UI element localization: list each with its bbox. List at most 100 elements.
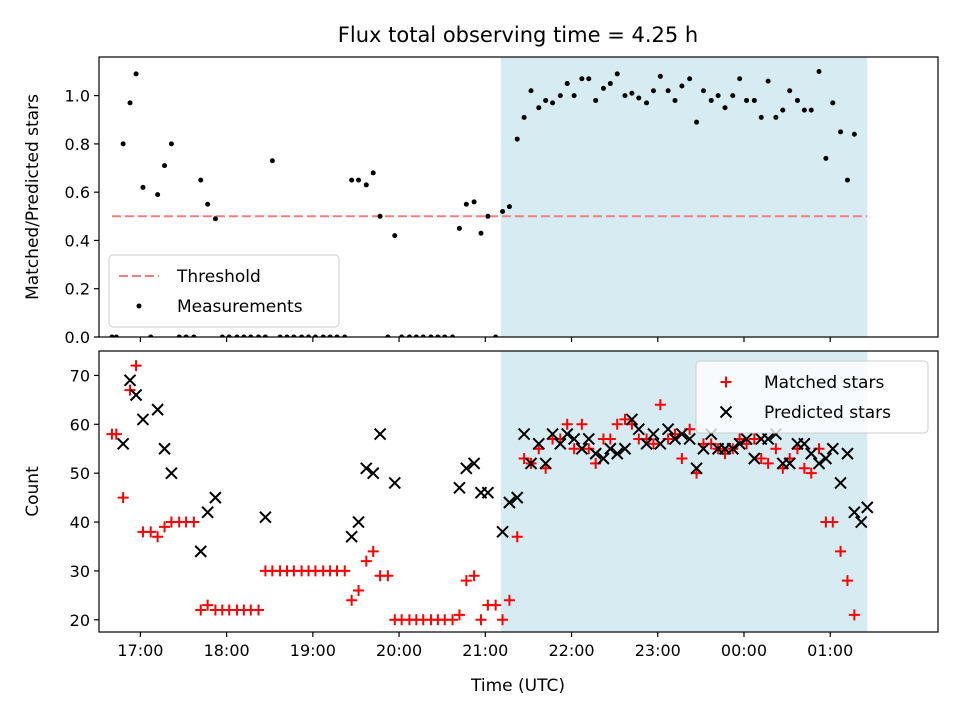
data-point	[600, 85, 606, 91]
plot-area	[109, 57, 868, 337]
data-point	[467, 457, 481, 470]
data-point	[406, 334, 412, 337]
data-point	[277, 334, 283, 337]
data-point	[453, 609, 465, 621]
data-point	[665, 88, 671, 94]
data-point	[468, 570, 480, 582]
data-point	[851, 131, 857, 137]
data-point	[493, 334, 499, 337]
data-point	[586, 76, 592, 82]
data-point	[567, 432, 581, 446]
x-tick-label: 21:00	[462, 641, 508, 660]
data-point	[597, 452, 610, 465]
data-point	[808, 107, 814, 113]
data-point	[805, 447, 818, 460]
data-point	[262, 334, 268, 337]
data-point	[708, 97, 714, 103]
data-point	[511, 531, 523, 543]
data-point	[453, 481, 466, 495]
data-point	[110, 428, 122, 440]
data-point	[360, 555, 372, 567]
data-point	[399, 334, 405, 337]
data-point	[127, 100, 133, 106]
data-point	[737, 76, 743, 82]
data-point	[798, 437, 811, 451]
legend-label: Measurements	[177, 297, 303, 317]
data-point	[382, 570, 394, 582]
data-point	[327, 334, 333, 337]
y-tick-label: 0.2	[65, 280, 90, 299]
data-point	[827, 516, 839, 528]
data-point	[835, 545, 847, 557]
data-point	[385, 334, 391, 337]
chart-title: Flux total observing time = 4.25 h	[338, 23, 698, 47]
data-point	[730, 93, 736, 99]
x-tick-label: 22:00	[548, 641, 594, 660]
data-point	[435, 334, 441, 337]
data-point	[506, 204, 512, 210]
data-point	[618, 442, 632, 455]
data-point	[715, 93, 721, 99]
data-point	[647, 438, 659, 450]
data-point	[191, 334, 197, 337]
data-point	[798, 462, 810, 474]
series-dot	[109, 68, 857, 337]
data-point	[518, 453, 530, 465]
series-cross	[116, 374, 874, 558]
y-tick-label: 20	[70, 611, 90, 630]
y-axis-label: Count	[23, 466, 43, 517]
data-point	[360, 462, 373, 475]
data-point	[812, 457, 826, 470]
data-point	[726, 442, 739, 455]
data-point	[561, 427, 574, 441]
data-point	[168, 141, 174, 147]
data-point	[826, 442, 840, 455]
x-tick-label: 00:00	[721, 641, 767, 660]
data-point	[367, 545, 379, 557]
data-point	[442, 334, 448, 337]
data-point	[675, 427, 689, 441]
plot-area	[106, 351, 874, 632]
data-point	[113, 334, 119, 337]
data-point	[683, 432, 696, 446]
data-point	[209, 491, 222, 504]
data-point	[241, 334, 247, 337]
data-point	[117, 492, 129, 504]
axes-frame	[98, 56, 939, 338]
data-point	[561, 418, 573, 430]
data-point	[299, 334, 305, 337]
data-point	[291, 334, 297, 337]
data-point	[632, 422, 645, 436]
data-point	[450, 334, 456, 337]
data-point	[676, 453, 688, 465]
data-point	[640, 437, 653, 451]
data-point	[758, 114, 764, 120]
data-point	[145, 526, 157, 538]
data-point	[604, 433, 616, 445]
data-point	[568, 443, 580, 455]
data-point	[536, 105, 542, 111]
legend-marker	[720, 376, 732, 388]
data-point	[848, 506, 861, 519]
data-point	[579, 76, 585, 82]
data-point	[636, 95, 642, 101]
data-point	[657, 73, 663, 79]
data-point	[740, 432, 753, 446]
data-point	[629, 90, 635, 96]
data-point	[838, 129, 844, 135]
y-tick-label: 0.6	[65, 183, 90, 202]
data-point	[748, 433, 760, 445]
data-point	[761, 432, 775, 446]
data-point	[129, 388, 143, 402]
data-point	[428, 334, 434, 337]
data-point	[463, 201, 469, 207]
legend-marker	[719, 405, 733, 419]
data-point	[697, 442, 710, 455]
data-point	[176, 334, 182, 337]
data-point	[550, 100, 556, 106]
data-point	[619, 413, 631, 425]
y-tick-label: 40	[70, 513, 90, 532]
data-point	[130, 360, 142, 372]
data-point	[478, 230, 484, 236]
data-point	[366, 466, 380, 480]
